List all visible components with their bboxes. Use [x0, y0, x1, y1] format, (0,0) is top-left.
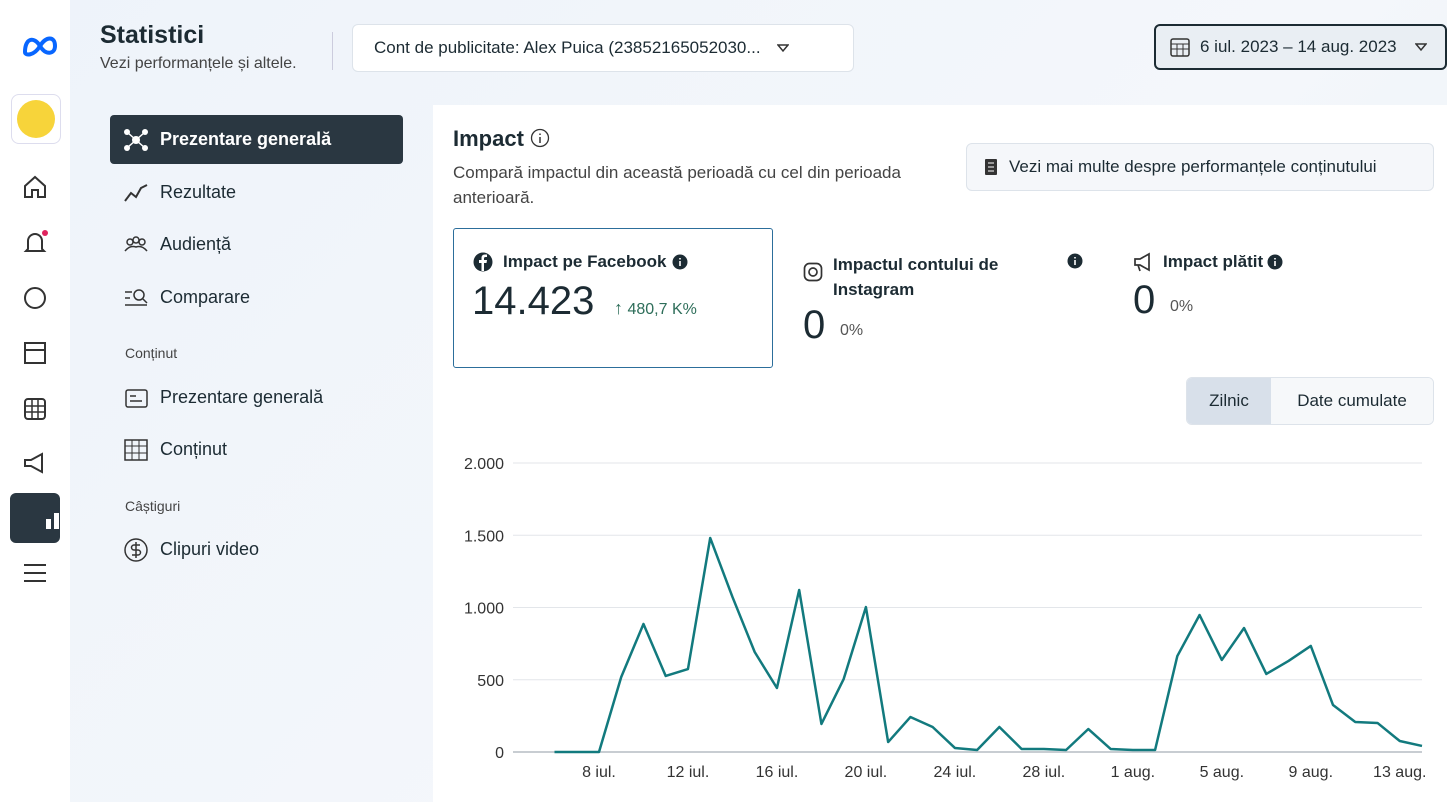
impact-chart: 0 500 1.000 1.500 2.000 8 iul. 12 iul. 16 iul. 2…: [464, 456, 1426, 781]
toggle-option[interactable]: Date cumulate: [1271, 378, 1433, 424]
more-button[interactable]: Vezi mai multe despre performanțele conț…: [966, 143, 1434, 191]
date-range-picker[interactable]: 6 iul. 2023 – 14 aug. 2023: [1154, 24, 1447, 70]
x-tick-label: 5 aug.: [1200, 764, 1244, 781]
card-change: 480,7 K%: [627, 301, 697, 318]
nav-label: Rezultate: [160, 182, 237, 202]
more-button-label: Vezi mai multe despre performanțele conț…: [1009, 157, 1377, 176]
y-tick-label: 500: [477, 673, 504, 690]
impact-title: Impact: [453, 126, 550, 152]
nav-label: Conținut: [160, 439, 228, 459]
y-tick-label: 1.000: [464, 601, 504, 618]
x-tick-label: 1 aug.: [1111, 764, 1155, 781]
x-tick-label: 16 iul.: [756, 764, 799, 781]
toggle-option[interactable]: Zilnic: [1187, 378, 1271, 424]
content-icon[interactable]: [22, 340, 48, 366]
y-tick-label: 2.000: [464, 456, 504, 473]
x-tick-label: 13 aug.: [1373, 764, 1426, 781]
nav-label: Prezentare generală: [160, 129, 332, 149]
menu-icon[interactable]: [22, 560, 48, 586]
nav-item[interactable]: Prezentare generală: [110, 115, 403, 164]
chat-icon[interactable]: [22, 285, 48, 311]
card-value: 0: [1133, 278, 1156, 322]
card-change: 0%: [1170, 298, 1194, 315]
instagram-card[interactable]: Impactul contului de Instagram 0 0%: [803, 250, 1093, 350]
nav-label: Audiență: [160, 234, 232, 254]
card-label: Impact plătit: [1163, 252, 1264, 271]
view-toggle: Zilnic Date cumulate: [1186, 377, 1434, 425]
bell-icon[interactable]: [22, 229, 50, 257]
card-value: 14.423: [472, 279, 595, 323]
y-tick-label: 0: [495, 745, 504, 762]
page-title: Statistici: [100, 21, 205, 49]
nav-item[interactable]: Clipuri video: [110, 525, 403, 574]
page-subtitle: Vezi performanțele și altele.: [100, 55, 297, 72]
home-icon[interactable]: [22, 174, 48, 200]
y-tick-label: 1.500: [464, 528, 504, 545]
nav-item[interactable]: Rezultate: [110, 168, 403, 217]
ads-icon[interactable]: [22, 450, 48, 476]
table-icon[interactable]: [22, 396, 48, 422]
paid-card[interactable]: Impact plătit 0 0%: [1133, 250, 1423, 330]
account-label: Cont de publicitate: Alex Puica (2385216…: [374, 38, 761, 57]
meta-logo[interactable]: [22, 32, 58, 60]
nav-label: Comparare: [160, 287, 251, 307]
card-label: Impact pe Facebook: [503, 252, 667, 271]
nav-section: Conținut: [125, 345, 178, 361]
nav-section: Câștiguri: [125, 498, 181, 514]
nav-label: Clipuri video: [160, 539, 260, 559]
account-avatar[interactable]: [11, 94, 61, 144]
x-tick-label: 28 iul.: [1023, 764, 1066, 781]
facebook-card[interactable]: Impact pe Facebook 14.423 ↑ 480,7 K%: [453, 228, 773, 368]
nav-item[interactable]: Comparare: [110, 273, 403, 322]
x-tick-label: 24 iul.: [934, 764, 977, 781]
impact-description: Compară impactul din această perioadă cu…: [453, 163, 901, 207]
x-tick-label: 20 iul.: [845, 764, 888, 781]
x-tick-label: 12 iul.: [667, 764, 710, 781]
card-value: 0: [803, 303, 826, 347]
insights-icon[interactable]: [10, 493, 67, 543]
icon-rail: [0, 0, 70, 802]
x-tick-label: 8 iul.: [582, 764, 616, 781]
account-dropdown[interactable]: Cont de publicitate: Alex Puica (2385216…: [352, 24, 854, 72]
x-tick-label: 9 aug.: [1289, 764, 1333, 781]
card-label: Impactul contului de Instagram: [833, 255, 999, 299]
nav-item[interactable]: Conținut: [110, 425, 403, 474]
data-line: [554, 536, 1423, 754]
card-change: 0%: [840, 322, 864, 339]
impact-panel: [433, 105, 1447, 802]
date-range-label: 6 iul. 2023 – 14 aug. 2023: [1200, 37, 1397, 56]
nav-item[interactable]: Prezentare generală: [110, 373, 403, 422]
nav-item[interactable]: Audiență: [110, 220, 403, 269]
nav-label: Prezentare generală: [160, 387, 324, 407]
impact-title-text: Impact: [453, 126, 524, 151]
